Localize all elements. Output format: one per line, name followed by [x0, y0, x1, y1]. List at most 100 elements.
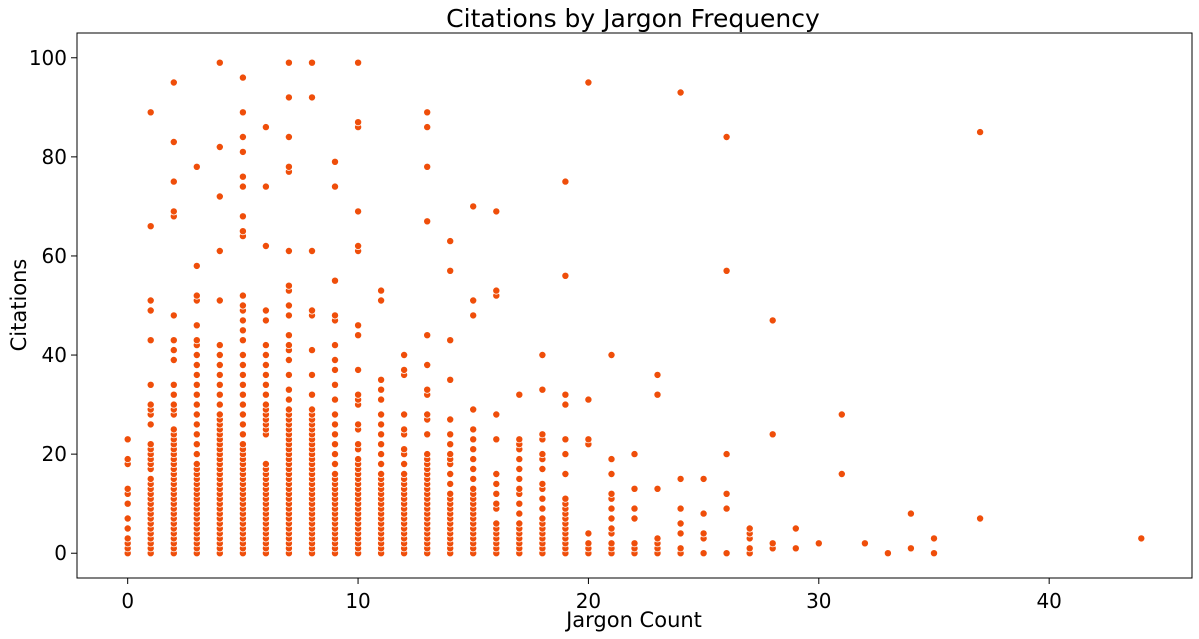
data-point: [192, 291, 201, 300]
data-point: [377, 440, 386, 449]
data-point: [492, 519, 501, 528]
data-point: [699, 474, 708, 483]
data-point: [330, 450, 339, 459]
data-point: [169, 311, 178, 320]
data-point: [261, 390, 270, 399]
chart-title: Citations by Jargon Frequency: [446, 4, 820, 33]
data-point: [284, 93, 293, 102]
data-point: [446, 440, 455, 449]
data-point: [423, 217, 432, 226]
data-point: [215, 192, 224, 201]
data-point: [515, 474, 524, 483]
data-point: [561, 271, 570, 280]
data-point: [423, 430, 432, 439]
data-point: [630, 484, 639, 493]
data-point: [238, 440, 247, 449]
data-point: [423, 108, 432, 117]
data-point: [261, 400, 270, 409]
data-point: [423, 410, 432, 419]
data-point: [976, 128, 985, 137]
data-point: [192, 400, 201, 409]
data-point: [699, 509, 708, 518]
data-point: [215, 350, 224, 359]
data-point: [377, 410, 386, 419]
data-point: [123, 435, 132, 444]
data-point: [676, 519, 685, 528]
data-point: [192, 430, 201, 439]
data-point: [354, 118, 363, 127]
data-point: [169, 400, 178, 409]
data-point: [354, 390, 363, 399]
data-point: [722, 450, 731, 459]
data-point: [423, 450, 432, 459]
data-point: [284, 162, 293, 171]
data-point: [238, 400, 247, 409]
data-point: [469, 425, 478, 434]
data-point: [284, 246, 293, 255]
data-point: [238, 410, 247, 419]
data-point: [515, 484, 524, 493]
x-axis-label: Jargon Count: [564, 608, 702, 632]
data-point: [354, 207, 363, 216]
data-point: [192, 336, 201, 345]
x-axis-ticks: 0 10 20 30 40: [121, 578, 1062, 613]
data-point: [330, 182, 339, 191]
data-point: [699, 549, 708, 558]
data-point: [238, 360, 247, 369]
data-point: [976, 514, 985, 523]
data-point: [307, 390, 316, 399]
y-tick-label: 80: [42, 145, 67, 169]
data-point: [354, 420, 363, 429]
data-point: [169, 380, 178, 389]
data-point: [307, 93, 316, 102]
data-point: [284, 58, 293, 67]
data-point: [492, 207, 501, 216]
data-point: [676, 504, 685, 513]
data-point: [377, 286, 386, 295]
data-point: [354, 321, 363, 330]
data-point: [538, 504, 547, 513]
data-point: [330, 469, 339, 478]
data-point: [261, 316, 270, 325]
data-point: [722, 489, 731, 498]
data-point: [906, 544, 915, 553]
data-point: [284, 281, 293, 290]
data-point: [377, 296, 386, 305]
y-tick-label: 100: [29, 46, 67, 70]
data-point: [238, 227, 247, 236]
data-point: [307, 58, 316, 67]
data-point: [653, 370, 662, 379]
x-tick-label: 0: [121, 589, 134, 613]
data-point: [284, 341, 293, 350]
data-point: [538, 494, 547, 503]
data-point: [653, 484, 662, 493]
data-point: [930, 549, 939, 558]
data-point: [284, 395, 293, 404]
data-point: [584, 395, 593, 404]
data-point: [561, 390, 570, 399]
data-point: [238, 380, 247, 389]
data-point: [538, 479, 547, 488]
data-point: [653, 534, 662, 543]
data-point: [400, 459, 409, 468]
data-point: [238, 336, 247, 345]
data-point: [284, 385, 293, 394]
data-point: [791, 524, 800, 533]
data-point: [630, 539, 639, 548]
x-tick-label: 40: [1036, 589, 1061, 613]
data-point: [469, 311, 478, 320]
data-point: [722, 549, 731, 558]
data-point: [215, 360, 224, 369]
data-point: [307, 405, 316, 414]
data-point: [192, 450, 201, 459]
data-point: [469, 484, 478, 493]
data-point: [146, 306, 155, 315]
data-point: [330, 355, 339, 364]
data-point: [469, 474, 478, 483]
data-point: [400, 410, 409, 419]
data-point: [169, 177, 178, 186]
data-point: [584, 539, 593, 548]
data-point: [676, 474, 685, 483]
data-point: [192, 410, 201, 419]
data-point: [538, 350, 547, 359]
